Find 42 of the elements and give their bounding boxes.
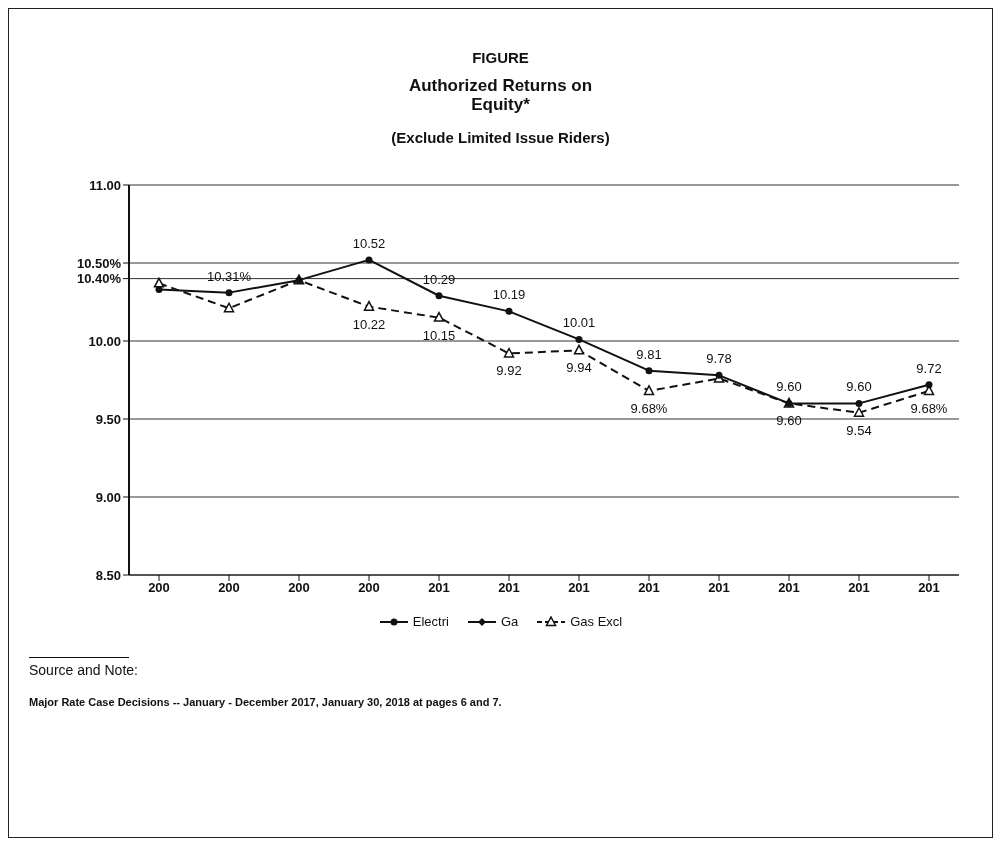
data-label: 10.19	[492, 287, 526, 303]
text: Major Rate Case Decisions -- January - December 2017, January 30, 2018 at pages 6 and 7.	[29, 696, 503, 708]
data-label: 10.22	[352, 316, 386, 332]
y-tick-label: 10.40%	[76, 271, 122, 287]
data-label: 9.60	[776, 379, 802, 395]
data-label: 9.78	[706, 351, 732, 367]
y-tick-label: 9.00	[95, 489, 121, 505]
data-label: 9.60	[846, 379, 872, 395]
data-label: 9.81	[636, 346, 662, 362]
y-tick-label: 10.00	[88, 333, 121, 349]
legend-label: Electri	[411, 614, 449, 629]
y-tick-label: 11.00	[89, 177, 121, 193]
x-tick-label: 201	[848, 580, 870, 596]
data-label: 9.60	[776, 413, 802, 429]
y-tick-label: 10.50%	[76, 255, 122, 271]
data-label: 9.68%	[630, 400, 668, 416]
x-tick-label: 200	[288, 580, 310, 596]
chart-subtitle: Authorized Returns on Equity* (Exclude Limited Issue Riders)	[390, 76, 611, 147]
y-tick-label: 8.50	[95, 567, 121, 583]
x-tick-label: 201	[428, 580, 450, 596]
y-tick-label: 9.50	[95, 411, 121, 427]
x-tick-label: 200	[218, 580, 240, 596]
x-tick-label: 201	[918, 580, 940, 596]
chart-title: FIGURE	[471, 49, 530, 66]
data-label: 9.92	[496, 363, 522, 379]
x-tick-label: 200	[358, 580, 380, 596]
x-tick-label: 201	[778, 580, 800, 596]
x-tick-label: 201	[568, 580, 590, 596]
source-note: Source and Note:	[29, 662, 139, 678]
data-label: 9.54	[846, 422, 872, 438]
x-tick-label: 201	[708, 580, 730, 596]
data-label: 10.01	[562, 315, 596, 331]
x-tick-label: 200	[148, 580, 170, 596]
data-label: 9.94	[566, 360, 592, 376]
legend-label: Ga	[499, 614, 519, 629]
data-label: 10.15	[422, 327, 456, 343]
data-label: 9.72	[916, 360, 942, 376]
legend-label: Gas Excl	[569, 614, 623, 629]
data-label: 10.52	[352, 235, 386, 251]
x-tick-label: 201	[498, 580, 520, 596]
x-tick-label: 201	[638, 580, 660, 596]
data-label: 9.68%	[910, 400, 948, 416]
